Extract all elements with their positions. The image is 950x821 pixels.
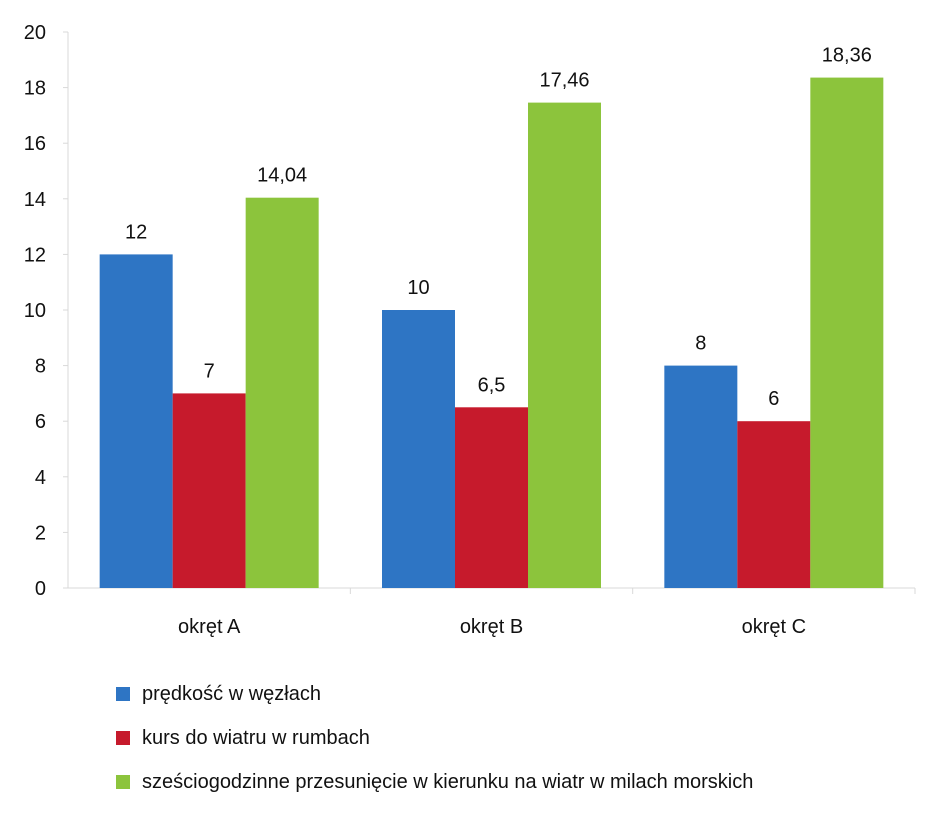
- bar: [382, 310, 455, 588]
- y-tick-label: 12: [24, 244, 46, 266]
- legend-swatch: [116, 731, 130, 745]
- category-label: okręt C: [742, 616, 806, 638]
- bar: [664, 365, 738, 588]
- y-tick-label: 16: [24, 133, 46, 155]
- bar-chart-svg: 0 2 4 6 8 10 12 14 16 18 20 12 7 14,04 okręt A 10 6,5 17,…: [24, 22, 916, 638]
- data-label: 6,5: [478, 374, 506, 396]
- y-tick-label: 10: [24, 300, 46, 322]
- data-label: 17,46: [539, 70, 589, 92]
- legend-label: sześciogodzinne przesunięcie w kierunku …: [142, 770, 754, 793]
- data-label: 18,36: [822, 45, 872, 67]
- bar: [810, 77, 884, 588]
- y-tick-label: 14: [24, 189, 46, 211]
- legend-item: kurs do wiatru w rumbach: [116, 716, 753, 760]
- bar: [99, 254, 173, 588]
- category-label: okręt B: [460, 616, 523, 638]
- legend-label: kurs do wiatru w rumbach: [142, 726, 370, 749]
- data-label: 14,04: [257, 165, 307, 187]
- bar: [245, 197, 319, 589]
- data-label: 12: [125, 221, 147, 243]
- category-label: okręt A: [178, 616, 241, 638]
- legend-item: prędkość w węzłach: [116, 672, 753, 716]
- data-label: 10: [407, 277, 429, 299]
- bar: [455, 407, 528, 588]
- bar: [737, 421, 811, 588]
- y-tick-label: 2: [35, 522, 46, 544]
- data-label: 6: [768, 388, 779, 410]
- y-tick-label: 4: [35, 467, 46, 489]
- bar: [172, 393, 246, 588]
- data-label: 7: [204, 360, 215, 382]
- y-tick-label: 6: [35, 411, 46, 433]
- y-tick-label: 8: [35, 356, 46, 378]
- y-tick-label: 0: [35, 578, 46, 600]
- bar: [528, 102, 601, 588]
- legend-swatch: [116, 687, 130, 701]
- y-tick-label: 20: [24, 22, 46, 44]
- legend: prędkość w węzłach kurs do wiatru w rumba…: [116, 672, 753, 804]
- legend-label: prędkość w węzłach: [142, 682, 321, 705]
- data-label: 8: [695, 333, 706, 355]
- legend-item: sześciogodzinne przesunięcie w kierunku …: [116, 760, 753, 804]
- legend-swatch: [116, 775, 130, 789]
- y-tick-label: 18: [24, 78, 46, 100]
